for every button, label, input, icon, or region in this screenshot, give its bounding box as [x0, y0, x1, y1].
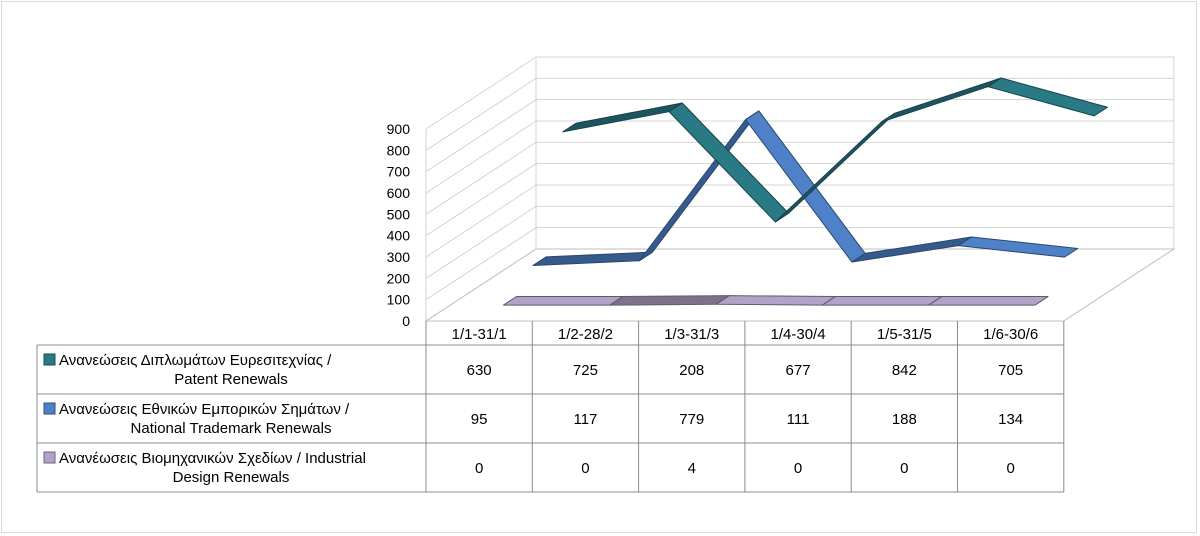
series-segment — [715, 295, 836, 306]
y-axis-ticks: 0 100 200 300 400 500 600 700 800 900 — [387, 121, 411, 329]
table-value: 725 — [573, 362, 598, 379]
table-value: 842 — [892, 362, 917, 379]
side-gridline — [425, 120, 537, 194]
side-gridline — [425, 141, 537, 215]
category-label: 1/1-31/1 — [452, 326, 507, 343]
side-gridline — [425, 99, 537, 173]
chart-series — [502, 77, 1108, 306]
legend-key-swatch — [43, 451, 56, 464]
series-segment — [609, 295, 730, 306]
category-label: 1/4-30/4 — [771, 326, 826, 343]
table-value: 188 — [892, 411, 917, 428]
series-segment — [957, 236, 1079, 258]
table-value: 630 — [467, 362, 492, 379]
side-gridline — [425, 184, 537, 258]
series-segment — [532, 251, 654, 266]
y-tick-label: 500 — [387, 206, 411, 222]
y-tick-label: 100 — [387, 292, 411, 308]
y-tick-label: 800 — [387, 142, 411, 158]
series-segment — [851, 236, 972, 263]
series-segment — [502, 296, 624, 306]
table-value: 4 — [688, 460, 696, 477]
data-table: 1/1-31/1 1/2-28/2 1/3-31/3 1/4-30/4 1/5-31/5… — [36, 321, 1065, 493]
y-tick-label: 900 — [387, 121, 411, 137]
y-tick-label: 300 — [387, 249, 411, 265]
series-ribbon — [502, 295, 1049, 306]
side-gridline — [425, 205, 537, 279]
series-segment — [987, 77, 1108, 117]
table-value: 95 — [471, 411, 488, 428]
table-value: 0 — [794, 460, 802, 477]
y-tick-label: 600 — [387, 185, 411, 201]
table-value: 117 — [573, 411, 597, 428]
table-value: 0 — [581, 460, 589, 477]
table-value: 0 — [1006, 460, 1014, 477]
category-label: 1/2-28/2 — [558, 326, 613, 343]
series-name-line2: Patent Renewals — [174, 371, 287, 388]
series-name-line1: Ανανεώσεις Εθνικών Εμπορικών Σημάτων / — [59, 401, 350, 418]
table-value: 779 — [679, 411, 704, 428]
series-segment — [745, 110, 866, 263]
table-value: 208 — [679, 362, 704, 379]
series-segment — [821, 296, 943, 306]
category-label: 1/5-31/5 — [877, 326, 932, 343]
series-ribbon — [532, 110, 1079, 266]
legend-key-swatch — [43, 402, 56, 415]
category-label: 1/6-30/6 — [983, 326, 1038, 343]
y-tick-label: 0 — [402, 313, 410, 329]
series-name-line1: Ανανέωσεις Βιομηχανικών Σχεδίων / Indust… — [59, 450, 366, 467]
table-value: 111 — [787, 411, 810, 428]
chart-floor — [424, 248, 1176, 322]
series-name-line2: Design Renewals — [173, 469, 290, 486]
legend-key-swatch — [43, 353, 56, 366]
table-value: 0 — [900, 460, 908, 477]
table-value: 134 — [998, 411, 1023, 428]
series-name-line1: Ανανεώσεις Διπλωμάτων Ευρεσιτεχνίας / — [59, 352, 332, 369]
side-gridline — [425, 227, 537, 301]
category-label: 1/3-31/3 — [664, 326, 719, 343]
table-value: 705 — [998, 362, 1023, 379]
side-gridline — [425, 77, 537, 151]
series-segment — [562, 102, 683, 133]
table-value: 677 — [786, 362, 811, 379]
series-ribbon — [562, 77, 1108, 223]
y-tick-label: 700 — [387, 164, 411, 180]
series-name-line2: National Trademark Renewals — [131, 420, 332, 437]
y-tick-label: 200 — [387, 270, 411, 286]
side-gridline — [425, 56, 537, 130]
series-segment — [928, 296, 1049, 306]
table-value: 0 — [475, 460, 483, 477]
side-gridline — [425, 163, 537, 237]
y-tick-label: 400 — [387, 228, 411, 244]
